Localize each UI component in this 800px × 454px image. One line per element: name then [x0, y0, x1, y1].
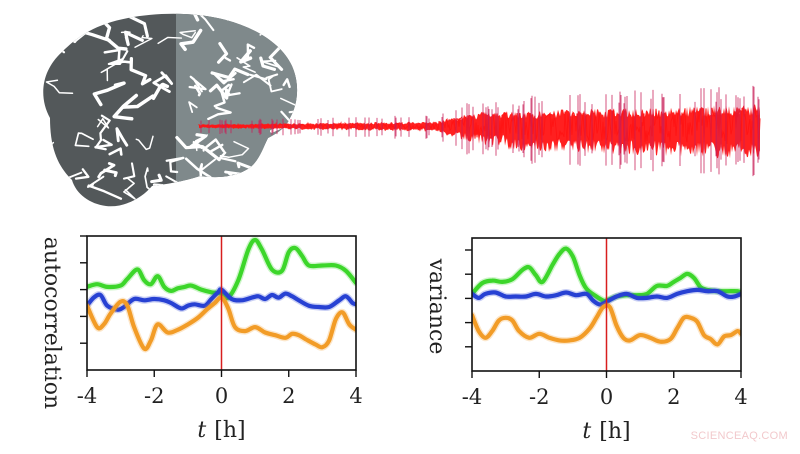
series-orange-line [472, 303, 741, 347]
brain-icon [43, 13, 298, 207]
x-tick-label: -4 [462, 385, 482, 409]
x-tick-label: -4 [77, 384, 97, 408]
series-group [472, 245, 741, 348]
series-orange-line [87, 295, 356, 352]
x-tick-label: 2 [282, 384, 295, 408]
eeg-signal-trace [198, 85, 761, 177]
x-tick-label: 4 [349, 384, 362, 408]
x-tick-label: 0 [600, 385, 613, 409]
x-tick-label: 2 [667, 385, 680, 409]
series-blue-line [472, 287, 741, 307]
watermark: SCIENCEAQ.COM [690, 430, 788, 442]
x-tick-label: 0 [215, 384, 228, 408]
x-axis-label: t [h] [197, 418, 245, 443]
x-tick-label: -2 [529, 385, 549, 409]
series-group [87, 236, 356, 353]
y-axis-label: autocorrelation [39, 237, 64, 409]
autocorrelation-chart: -4 -2 0 2 4 t [h] autocorrelation [39, 235, 363, 443]
variance-chart: -4 -2 0 2 4 t [h] variance [424, 237, 748, 444]
x-tick-label: 4 [734, 385, 747, 409]
y-axis-label: variance [424, 258, 449, 355]
x-axis-label: t [h] [582, 419, 630, 444]
x-tick-label: -2 [144, 384, 164, 408]
